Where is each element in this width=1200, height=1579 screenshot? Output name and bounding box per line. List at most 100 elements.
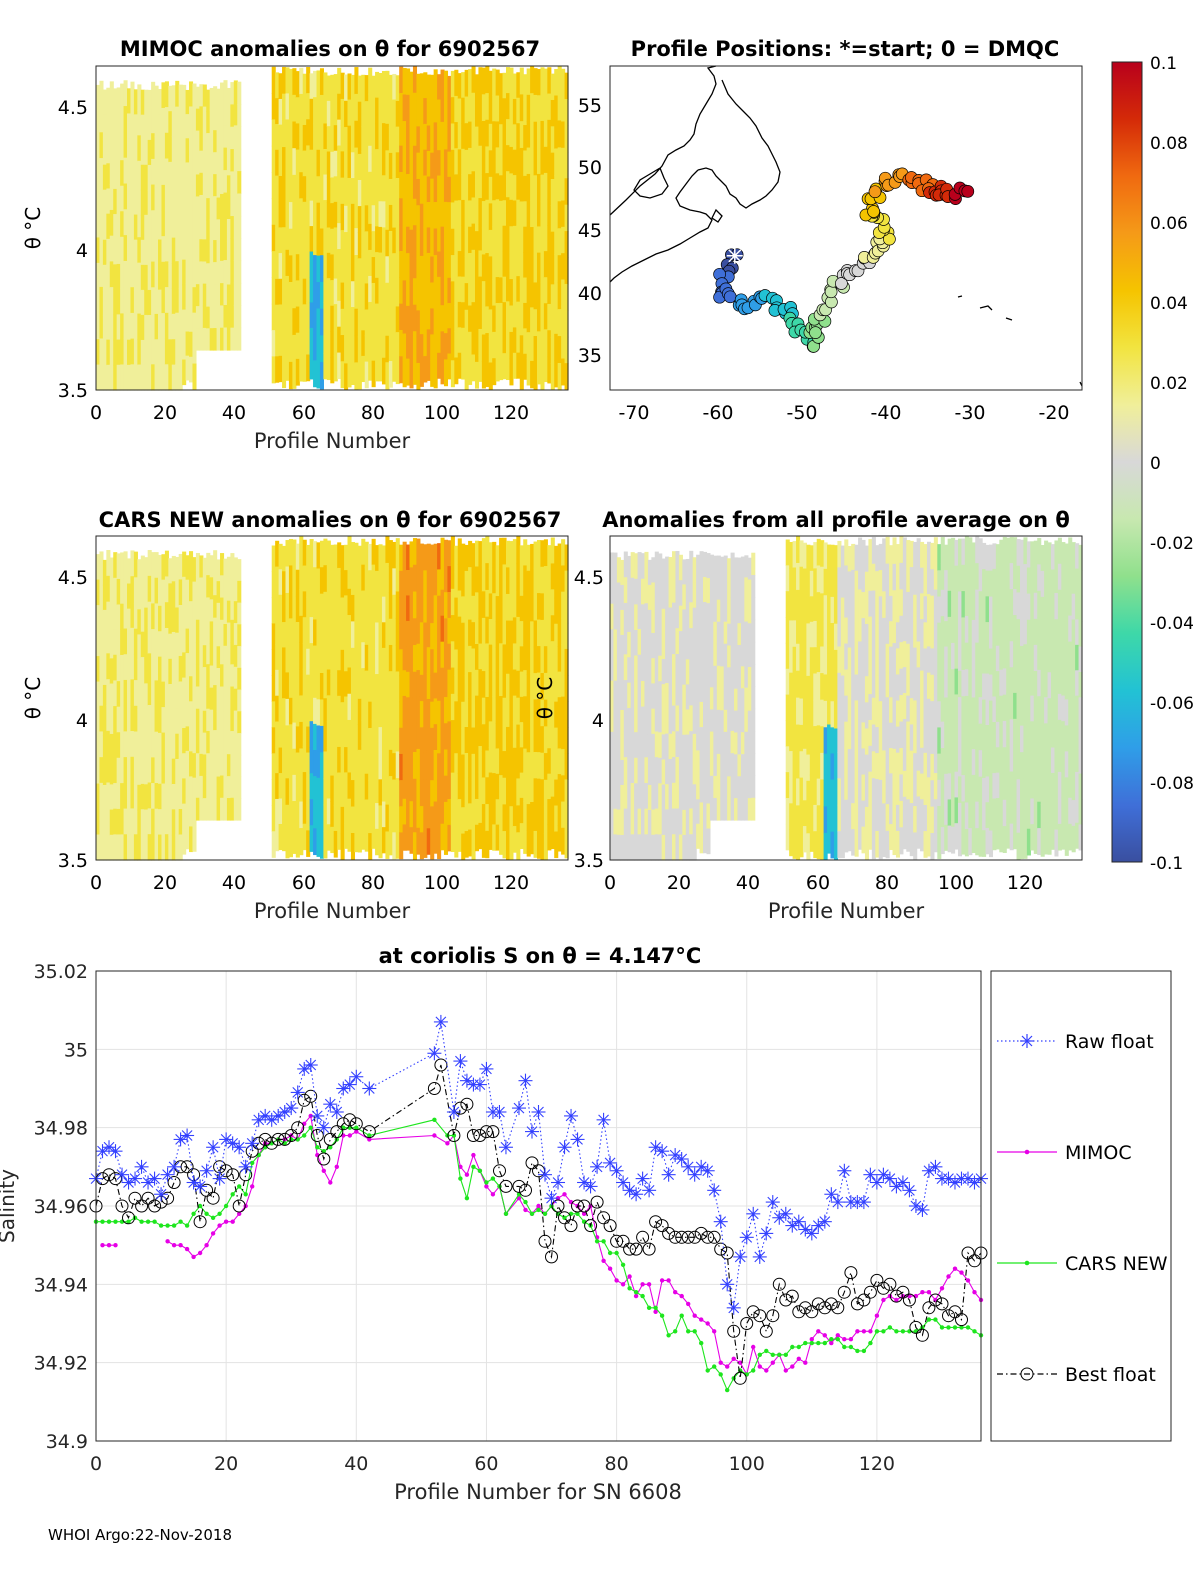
heatmap-cell	[117, 239, 121, 265]
heatmap-cell	[289, 149, 293, 176]
heatmap-cell	[210, 306, 214, 328]
heatmap-cell	[379, 330, 383, 356]
heatmap-cell	[158, 340, 162, 366]
heatmap-cell	[189, 282, 193, 308]
heatmap-cell	[689, 654, 693, 680]
heatmap-cell	[103, 140, 107, 166]
heatmap-cell	[110, 633, 114, 659]
heatmap-cell	[320, 255, 324, 282]
heatmap-cell	[485, 590, 489, 617]
heatmap-cell	[237, 171, 241, 194]
heatmap-cell	[117, 163, 121, 189]
heatmap-cell	[151, 364, 155, 390]
heatmap-cell	[230, 194, 234, 217]
data-point	[165, 1239, 169, 1243]
heatmap-cell	[399, 146, 403, 173]
heatmap-cell	[744, 710, 748, 733]
heatmap-cell	[944, 647, 948, 673]
heatmap-cell	[516, 149, 520, 175]
heatmap-cell	[530, 802, 534, 828]
heatmap-cell	[499, 802, 503, 829]
heatmap-cell	[296, 228, 300, 255]
heatmap-cell	[354, 800, 358, 826]
heatmap-cell	[810, 698, 814, 724]
heatmap-cell	[1044, 749, 1048, 776]
heatmap-cell	[958, 644, 962, 671]
heatmap-cell	[137, 263, 141, 289]
x-tick-label: 20	[667, 872, 691, 894]
heatmap-cell	[551, 126, 555, 153]
heatmap-cell	[1044, 593, 1048, 620]
heatmap-cell	[406, 200, 410, 227]
heatmap-cell	[299, 329, 303, 356]
heatmap-cell	[196, 218, 200, 241]
heatmap-cell	[927, 725, 931, 752]
heatmap-cell	[965, 829, 969, 856]
heatmap-cell	[379, 99, 383, 125]
heatmap-cell	[965, 589, 969, 616]
heatmap-cell	[710, 776, 714, 799]
x-tick-label: 60	[292, 402, 316, 424]
heatmap-cell	[879, 727, 883, 754]
heatmap-cell	[437, 569, 441, 596]
heatmap-cell	[399, 728, 403, 755]
heatmap-cell	[117, 579, 121, 605]
heatmap-cell	[361, 591, 365, 617]
heatmap-cell	[465, 623, 469, 650]
heatmap-cell	[96, 263, 100, 289]
x-tick-label: -30	[954, 402, 985, 424]
heatmap-cell	[437, 622, 441, 649]
heatmap-cell	[365, 231, 369, 258]
heatmap-cell	[124, 209, 128, 235]
heatmap-cell	[465, 597, 469, 624]
heatmap-cell	[151, 603, 155, 629]
heatmap-cell	[855, 571, 859, 598]
heatmap-cell	[168, 684, 172, 710]
heatmap-cell	[731, 619, 735, 642]
heatmap-cell	[789, 594, 793, 621]
heatmap-cell	[430, 101, 434, 128]
heatmap-cell	[313, 229, 317, 256]
heatmap-cell	[348, 746, 352, 773]
heatmap-cell	[137, 559, 141, 585]
heatmap-cell	[717, 578, 721, 601]
heatmap-cell	[275, 567, 279, 593]
heatmap-cell	[458, 695, 462, 722]
heatmap-cell	[427, 725, 431, 751]
heatmap-cell	[972, 827, 976, 853]
heatmap-cell	[124, 80, 128, 106]
heatmap-cell	[334, 675, 338, 702]
heatmap-cell	[617, 759, 621, 785]
heatmap-cell	[354, 148, 358, 175]
heatmap-cell	[137, 161, 141, 187]
heatmap-cell	[313, 698, 317, 725]
heatmap-cell	[751, 775, 755, 798]
heatmap-cell	[189, 357, 193, 383]
heatmap-cell	[958, 803, 962, 830]
heatmap-cell	[638, 552, 642, 578]
heatmap-cell	[313, 541, 317, 568]
heatmap-cell	[879, 570, 883, 597]
heatmap-cell	[392, 330, 396, 356]
heatmap-cell	[365, 283, 369, 310]
data-point	[868, 1329, 872, 1333]
heatmap-cell	[944, 621, 948, 647]
heatmap-cell	[151, 287, 155, 313]
heatmap-cell	[551, 258, 555, 285]
heatmap-cell	[168, 634, 172, 660]
heatmap-cell	[944, 799, 948, 825]
heatmap-cell	[306, 250, 310, 277]
heatmap-cell	[361, 616, 365, 642]
heatmap-cell	[372, 361, 376, 388]
heatmap-cell	[748, 754, 752, 776]
heatmap-cell	[530, 254, 534, 281]
heatmap-cell	[1044, 541, 1048, 568]
heatmap-cell	[237, 216, 241, 239]
heatmap-cell	[675, 757, 679, 783]
heatmap-cell	[731, 731, 735, 754]
heatmap-cell	[320, 673, 324, 700]
heatmap-cell	[137, 584, 141, 610]
heatmap-cell	[934, 642, 938, 669]
heatmap-cell	[451, 694, 455, 721]
heatmap-cell	[348, 152, 352, 179]
